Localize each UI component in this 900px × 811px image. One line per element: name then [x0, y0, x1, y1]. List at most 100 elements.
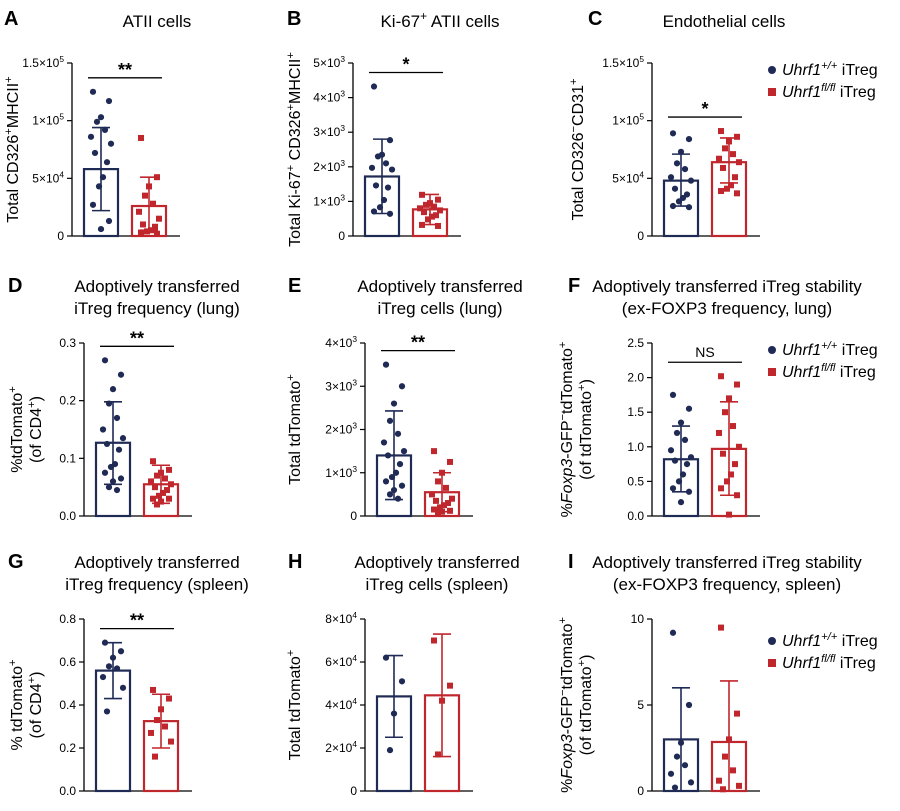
data-point-wt: [667, 447, 675, 454]
text-part: +: [285, 52, 297, 59]
y-tick-label: 10: [631, 612, 645, 626]
significance-label: **: [130, 328, 144, 348]
text-part: 0: [350, 509, 357, 523]
data-point-ko: [720, 164, 726, 171]
text-part: 3: [340, 54, 345, 64]
text-part: 4×10: [325, 698, 352, 712]
panel-f: F Adoptively transferred iTreg stability (…: [557, 275, 862, 523]
data-point-ko: [718, 624, 724, 631]
text-part: 5×10: [612, 171, 639, 185]
data-point-ko: [425, 216, 431, 223]
data-point-ko: [726, 395, 732, 402]
text-part: 3: [340, 158, 345, 168]
text-part: 4×10: [313, 91, 340, 105]
text-part: 1×10: [313, 194, 340, 208]
text-part: +: [285, 165, 297, 172]
panel-letter: I: [568, 551, 574, 573]
data-point-wt: [117, 371, 125, 378]
text-part: 5: [59, 112, 64, 122]
data-point-wt: [105, 97, 113, 105]
legend-entry-ko: Uhrf1fl/fl iTreg: [782, 653, 876, 672]
data-point-wt: [388, 473, 396, 481]
text-part: 8×10: [325, 612, 352, 626]
data-point-wt: [398, 383, 406, 390]
text-part: +: [7, 659, 19, 666]
text-part: 0.4: [59, 698, 76, 712]
data-point-wt: [97, 225, 105, 233]
text-part: 2×10: [325, 423, 352, 437]
data-point-ko: [429, 213, 435, 220]
data-point-ko: [435, 478, 441, 485]
data-point-wt: [679, 194, 687, 202]
text-part: 3: [340, 123, 345, 133]
y-tick-label: 2×103: [313, 158, 345, 174]
panel-title: iTreg cells (spleen): [366, 575, 509, 594]
text-part: 0: [350, 784, 357, 798]
data-point-ko: [718, 485, 724, 492]
panel-title: Adoptively transferred: [354, 553, 519, 572]
legend-entry-ko: Uhrf1fl/fl iTreg: [782, 82, 876, 101]
legend-marker-ko: [768, 659, 776, 667]
data-point-ko: [449, 495, 455, 502]
data-point-ko: [158, 469, 164, 476]
data-point-ko: [435, 509, 441, 516]
text-part: 4: [352, 610, 357, 620]
data-point-wt: [398, 482, 406, 489]
data-point-wt: [386, 210, 394, 217]
text-part: % tdTomato: [9, 666, 26, 751]
data-point-wt: [671, 185, 679, 192]
data-point-ko: [734, 133, 740, 140]
data-point-wt: [685, 204, 693, 211]
data-point-ko: [166, 466, 172, 473]
data-point-wt: [117, 648, 125, 655]
y-tick-label: 1.5×105: [22, 54, 64, 70]
y-tick-label: 0.0: [627, 509, 644, 523]
data-point-ko: [732, 461, 738, 468]
text-part: 2×10: [325, 741, 352, 755]
legend-suffix: iTreg: [837, 62, 877, 79]
legend-genotype: +/+: [821, 340, 838, 352]
data-point-ko: [417, 205, 423, 212]
data-point-wt: [99, 174, 107, 181]
legend-suffix: iTreg: [835, 655, 875, 672]
text-part: Total tdTomato: [287, 656, 304, 760]
y-tick-label: 1×103: [313, 192, 345, 208]
panel-e: E Adoptively transferred iTreg cells (lung…: [285, 275, 523, 523]
data-point-wt: [677, 739, 685, 746]
text-part: 2.5: [627, 336, 644, 350]
text-part: 0.1: [59, 451, 76, 465]
legend-gene: Uhrf1: [782, 633, 821, 650]
text-part: 0.0: [59, 509, 76, 523]
data-point-ko: [722, 145, 728, 152]
text-part: −: [557, 689, 569, 696]
data-point-wt: [97, 114, 105, 121]
text-part: +: [285, 374, 297, 381]
data-point-wt: [109, 478, 117, 485]
text-part: (of CD4: [28, 408, 45, 463]
panel-letter: G: [8, 551, 24, 573]
text-part: ): [28, 396, 45, 401]
data-point-ko: [154, 717, 160, 724]
data-point-ko: [168, 738, 174, 745]
data-point-wt: [390, 710, 398, 717]
data-point-wt: [679, 471, 687, 478]
text-part: 5: [639, 54, 644, 64]
data-point-wt: [374, 153, 382, 160]
data-point-wt: [390, 400, 398, 407]
data-point-wt: [101, 357, 109, 364]
data-point-wt: [117, 475, 125, 482]
data-point-ko: [726, 138, 732, 145]
text-part: 0: [57, 229, 64, 243]
legend-gene: Uhrf1: [782, 84, 821, 101]
data-point-wt: [119, 435, 127, 442]
data-point-wt: [105, 400, 113, 407]
data-point-wt: [382, 654, 390, 661]
y-axis-label: % tdTomato+: [7, 659, 26, 750]
data-point-wt: [93, 118, 101, 125]
data-point-ko: [150, 495, 156, 502]
data-point-wt: [685, 488, 693, 495]
data-point-ko: [150, 458, 156, 465]
data-point-ko: [154, 501, 160, 508]
text-part: %tdTomato: [9, 393, 26, 473]
